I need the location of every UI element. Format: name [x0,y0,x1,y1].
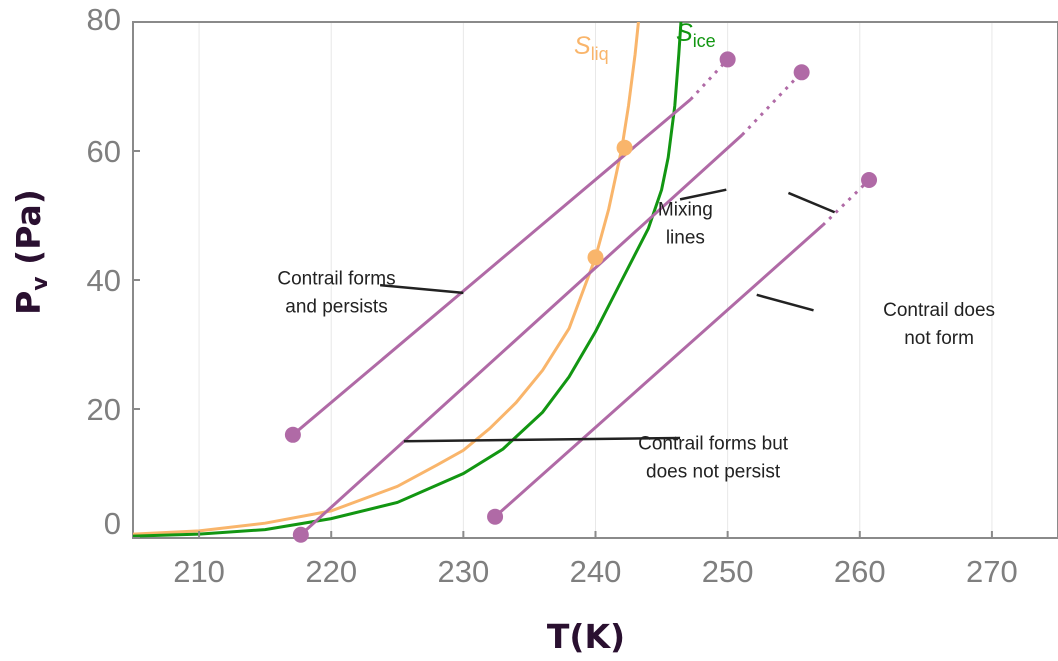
x-tick-label-210: 210 [173,554,225,589]
x-tick-label-240: 240 [570,554,622,589]
contrail-does-not-form-annotation-pointer-1 [756,293,814,312]
contrail-does-not-form-annotation-line-1: Contrail does [883,300,995,321]
annotations: Mixing lines Contrail forms and persists Con… [277,188,995,483]
contrail-forms-not-persist-annotation-line-1: Contrail forms but [638,434,789,455]
axis-ticks: 210 220 230 240 250 260 270 0 20 40 60 80 [87,2,1018,589]
saturation-curves [133,22,683,538]
y-axis-title: Pv (Pa) [9,189,53,315]
y-tick-label-80: 80 [87,2,121,37]
y-tick-label-40: 40 [87,263,121,298]
x-tick-label-250: 250 [702,554,754,589]
mixing-line-2-dotted [741,71,803,136]
y-tick-label-60: 60 [87,134,121,169]
mixing-line-3-dotted [821,178,871,227]
mixing-lines [284,51,878,543]
contrail-forms-persists-annotation-line-1: Contrail forms [277,269,395,290]
y-tick-label-0: 0 [104,506,121,541]
mixing-lines-annotation-pointer-2 [787,191,836,214]
mixing-line-2-solid [299,133,744,536]
mixing-line-3-solid [494,224,824,518]
s-liq-curve [133,22,640,536]
x-axis-title: T(K) [547,617,625,656]
contrail-forms-not-persist-annotation-pointer-1 [403,436,681,443]
x-tick-label-230: 230 [437,554,489,589]
contrail-forms-persists-annotation-pointer-1 [379,283,464,295]
y-tick-label-20: 20 [87,392,121,427]
mixing-lines-annotation-line-2: lines [666,228,705,249]
mixing-line-2-start-marker [292,526,309,543]
x-tick-label-260: 260 [834,554,886,589]
s-ice-label: Sice [676,19,716,51]
mixing-lines-annotation-pointer-1 [679,188,727,201]
s-liq-intersection-marker-2 [587,249,604,266]
mixing-line-1-end-marker [719,51,736,68]
mixing-line-1-start-marker [284,426,301,443]
contrail-does-not-form-annotation-line-2: not form [904,328,974,349]
x-gridlines [198,22,993,538]
x-tick-label-220: 220 [305,554,357,589]
mixing-line-3-end-marker [861,172,878,189]
x-tick-label-270: 270 [966,554,1018,589]
mixing-lines-annotation-line-1: Mixing [658,200,713,221]
s-liq-label: Sliq [574,32,609,64]
mixing-line-1-dotted [689,58,729,101]
s-liq-intersection-marker-1 [616,139,633,156]
contrail-forms-persists-annotation-line-2: and persists [285,297,387,318]
s-ice-curve [133,22,683,538]
contrail-forms-not-persist-annotation-line-2: does not persist [646,462,781,483]
mixing-line-2-end-marker [793,64,810,81]
mixing-line-3-start-marker [487,508,504,525]
